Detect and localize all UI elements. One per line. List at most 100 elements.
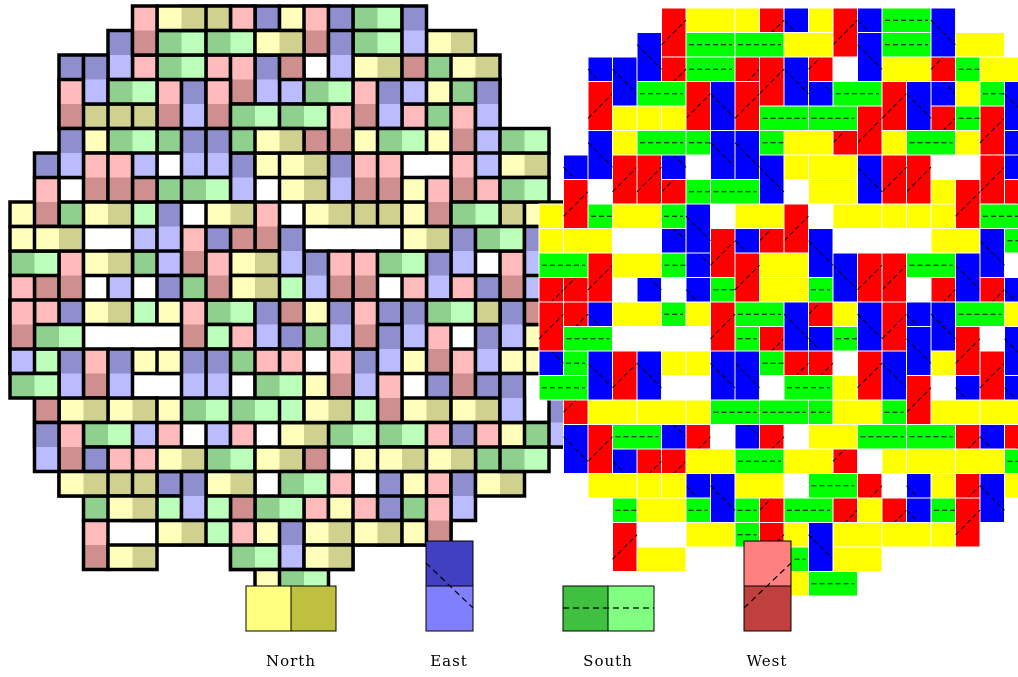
domino-colored xyxy=(906,154,932,205)
domino-pastel xyxy=(57,77,86,131)
domino-pastel xyxy=(449,224,478,278)
domino-colored xyxy=(563,179,589,229)
domino-colored xyxy=(612,350,638,401)
domino-colored xyxy=(979,154,1005,205)
domino-pastel xyxy=(424,249,453,302)
domino-colored xyxy=(759,105,809,131)
domino-colored xyxy=(710,179,760,205)
domino-colored xyxy=(636,350,662,401)
domino-colored xyxy=(881,350,907,401)
domino-pastel xyxy=(179,224,208,278)
domino-colored xyxy=(759,154,785,205)
domino-colored xyxy=(759,252,809,278)
domino-pastel xyxy=(277,224,306,278)
domino-colored xyxy=(587,399,638,425)
domino-colored xyxy=(930,228,981,254)
domino-pastel xyxy=(351,151,380,204)
legend-east-domino xyxy=(425,540,474,632)
domino-colored xyxy=(955,326,981,376)
domino-colored xyxy=(636,32,662,82)
domino-pastel xyxy=(155,518,208,547)
domino-pastel xyxy=(277,420,331,449)
domino-pastel xyxy=(204,28,257,57)
domino-pastel xyxy=(204,249,233,302)
domino-colored xyxy=(759,277,809,303)
domino-colored xyxy=(734,473,785,499)
domino-pastel xyxy=(498,126,551,155)
domino-colored xyxy=(685,56,736,82)
domino-colored xyxy=(587,81,613,131)
domino-pastel xyxy=(400,396,453,425)
domino-colored xyxy=(734,301,785,327)
domino-pastel xyxy=(81,347,110,400)
domino-pastel xyxy=(204,126,233,180)
legend-label-south: South xyxy=(583,652,633,670)
domino-pastel xyxy=(179,175,233,204)
domino-pastel xyxy=(155,28,208,57)
domino-colored xyxy=(881,252,907,303)
domino-colored xyxy=(612,522,638,572)
domino-pastel xyxy=(81,200,135,229)
domino-pastel xyxy=(375,371,404,425)
domino-colored xyxy=(587,424,613,474)
domino-pastel xyxy=(253,494,306,523)
domino-colored xyxy=(857,32,883,82)
domino-pastel xyxy=(302,396,355,425)
domino-pastel xyxy=(130,4,159,57)
legend-south-domino xyxy=(562,585,655,632)
domino-pastel xyxy=(57,420,86,474)
domino-colored xyxy=(832,399,883,425)
domino-pastel xyxy=(204,347,233,400)
aztec-diamond-colored-tiling xyxy=(538,7,1018,597)
domino-colored xyxy=(587,473,638,499)
domino-pastel xyxy=(449,396,502,425)
domino-colored xyxy=(906,81,932,131)
domino-colored xyxy=(710,473,736,523)
domino-pastel xyxy=(351,28,404,57)
domino-colored xyxy=(1004,81,1018,131)
domino-pastel xyxy=(375,249,429,278)
domino-colored xyxy=(783,448,834,474)
domino-colored xyxy=(710,228,736,278)
domino-colored xyxy=(930,7,956,58)
domino-pastel xyxy=(228,249,282,278)
domino-pastel xyxy=(449,102,478,155)
domino-colored xyxy=(734,252,760,303)
domino-pastel xyxy=(32,420,61,474)
domino-pastel xyxy=(32,175,61,229)
domino-colored xyxy=(710,81,736,131)
domino-pastel xyxy=(106,77,159,106)
domino-pastel xyxy=(375,445,429,474)
domino-pastel xyxy=(498,371,527,425)
domino-colored xyxy=(636,154,662,205)
domino-pastel xyxy=(351,249,380,302)
domino-colored xyxy=(563,424,589,474)
domino-pastel xyxy=(228,151,257,204)
domino-pastel xyxy=(106,347,135,400)
domino-colored xyxy=(563,326,613,352)
domino-colored xyxy=(734,350,760,401)
domino-colored xyxy=(636,130,687,156)
domino-pastel xyxy=(57,126,86,180)
domino-colored xyxy=(612,154,638,205)
domino-pastel xyxy=(155,200,184,253)
domino-pastel xyxy=(155,445,208,474)
domino-colored xyxy=(808,571,858,597)
domino-colored xyxy=(832,203,883,229)
domino-pastel xyxy=(106,126,159,155)
domino-colored xyxy=(563,228,613,254)
domino-pastel xyxy=(400,224,453,253)
domino-pastel xyxy=(326,249,355,302)
domino-colored xyxy=(857,252,883,303)
domino-colored xyxy=(612,301,662,327)
domino-pastel xyxy=(277,175,331,204)
domino-pastel xyxy=(400,298,429,351)
domino-pastel xyxy=(351,53,404,82)
domino-pastel xyxy=(8,249,61,278)
domino-colored xyxy=(906,448,956,474)
domino-colored xyxy=(636,497,687,523)
domino-colored xyxy=(587,252,613,303)
domino-pastel xyxy=(302,200,355,229)
domino-pastel xyxy=(228,102,282,131)
domino-pastel xyxy=(81,151,110,204)
